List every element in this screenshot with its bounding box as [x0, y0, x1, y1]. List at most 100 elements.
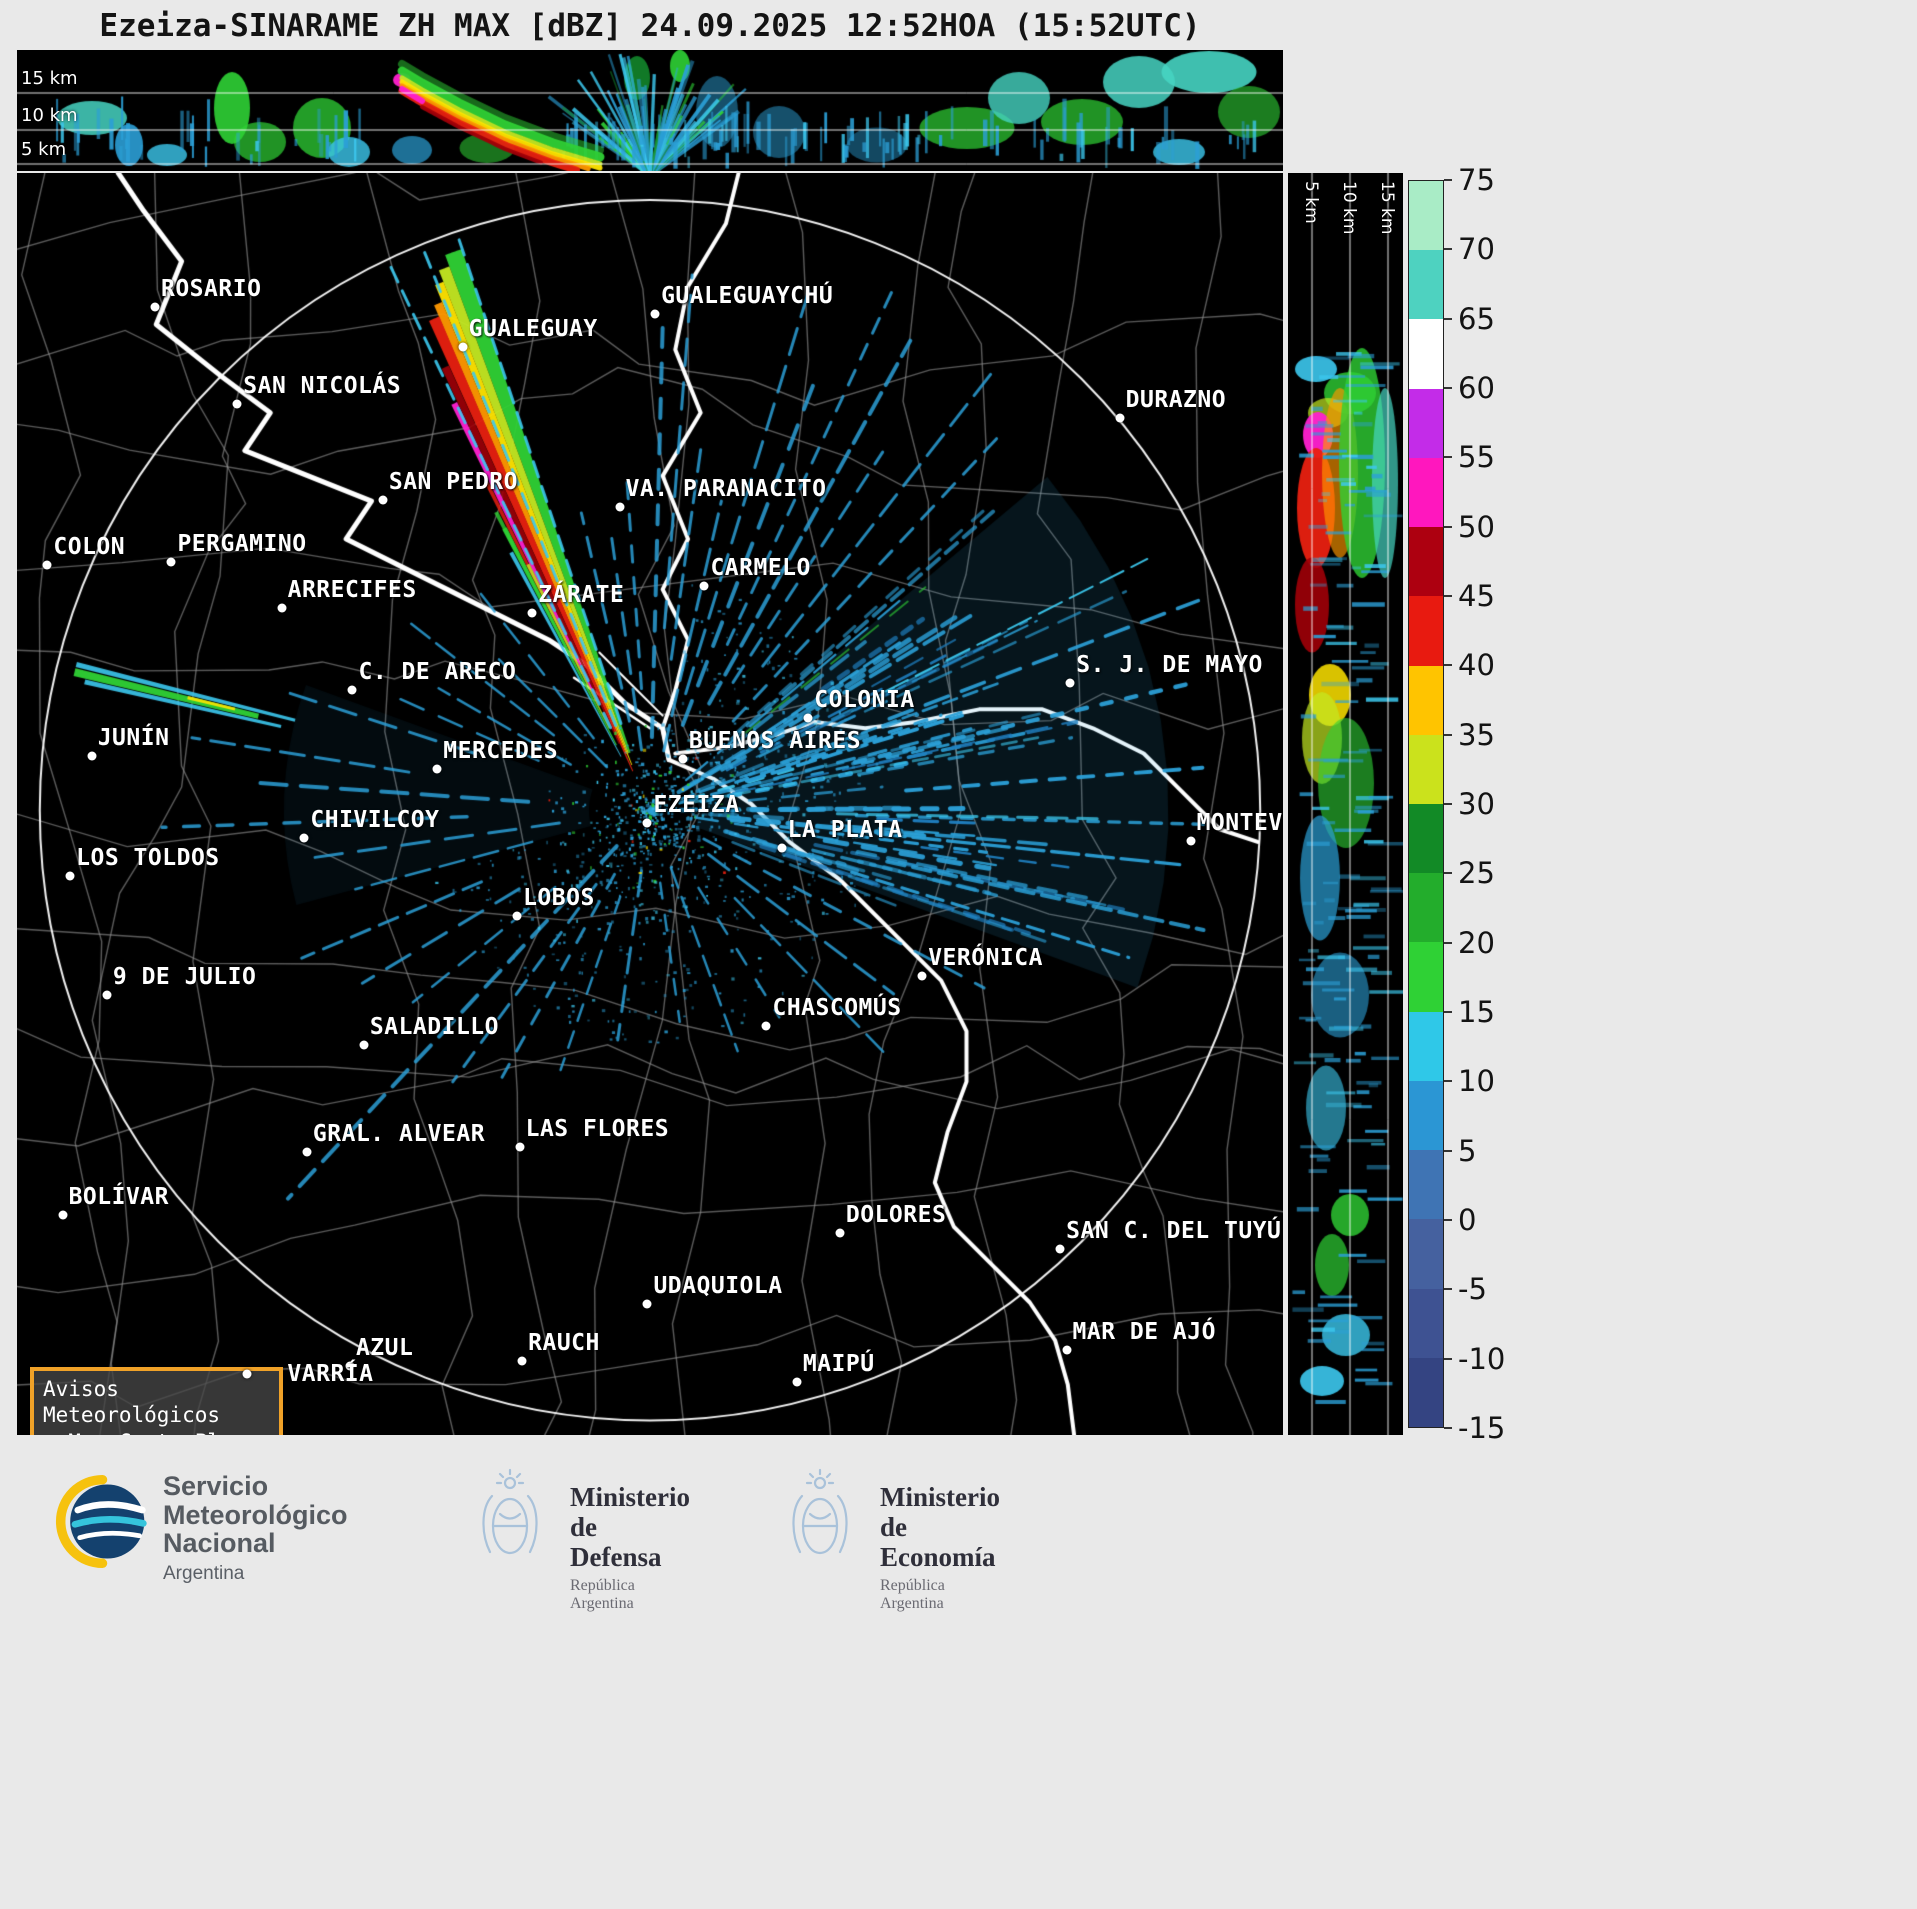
- city-dot: [777, 843, 787, 853]
- city-dot: [642, 1299, 652, 1309]
- colorbar-tickmark: [1444, 664, 1452, 667]
- city-dot: [150, 302, 160, 312]
- colorbar-tick-label: 45: [1458, 579, 1495, 613]
- city-label: MAR DE AJÓ: [1072, 1319, 1216, 1346]
- city-label: LOBOS: [523, 885, 595, 912]
- colorbar-tickmark: [1444, 456, 1452, 459]
- colorbar-segment: [1409, 873, 1443, 943]
- city-dot: [515, 1142, 525, 1152]
- city-label: JUNÍN: [97, 725, 170, 752]
- city-dot: [1062, 1345, 1071, 1355]
- city-label: COLON: [53, 534, 126, 561]
- colorbar-tickmark: [1444, 317, 1452, 320]
- colorbar-segment: [1409, 1011, 1443, 1081]
- colorbar-tickmark: [1444, 1080, 1452, 1083]
- city-label: GRAL. ALVEAR: [312, 1121, 486, 1148]
- city-label: SAN PEDRO: [388, 468, 518, 495]
- colorbar-tickmark: [1444, 248, 1452, 251]
- city-dot: [1055, 1244, 1065, 1254]
- city-dot: [87, 751, 97, 761]
- coat-of-arms-icon: [482, 1468, 538, 1555]
- page-title: Ezeiza-SINARAME ZH MAX [dBZ] 24.09.2025 …: [99, 8, 1201, 44]
- ministry-defensa-text: Ministerio de Defensa República Argentin…: [570, 1482, 690, 1613]
- colorbar: [1408, 180, 1444, 1428]
- city-label: PERGAMINO: [177, 530, 307, 557]
- city-label: GUALEGUAYCHÚ: [661, 283, 834, 310]
- altitude-label-15km: 15 km: [21, 68, 78, 89]
- ministry-name-line-2: de Economía: [880, 1512, 996, 1573]
- warning-line-1: Avisos Meteorológicos: [43, 1377, 221, 1428]
- colorbar-tick-label: 40: [1458, 648, 1495, 683]
- colorbar-segment: [1409, 942, 1443, 1012]
- city-dot: [432, 764, 442, 774]
- city-dot: [359, 1040, 369, 1050]
- city-label: VA. PARANACITO: [625, 476, 827, 503]
- city-label: ROSARIO: [160, 275, 262, 302]
- city-label: CHIVILCOY: [310, 807, 440, 834]
- city-label: DOLORES: [845, 1202, 947, 1229]
- city-dot: [761, 1021, 771, 1031]
- altitude-label-5km-vertical: 5 km: [1301, 181, 1321, 224]
- colorbar-segment: [1409, 596, 1443, 666]
- colorbar-segment: [1409, 250, 1443, 320]
- city-dot: [242, 1369, 252, 1379]
- colorbar-segment: [1409, 388, 1443, 458]
- colorbar-segment: [1409, 1150, 1443, 1220]
- city-label: SAN NICOLÁS: [243, 372, 402, 399]
- colorbar-tick-label: 55: [1458, 440, 1495, 475]
- city-label: MERCEDES: [443, 737, 559, 764]
- city-dot: [792, 1377, 802, 1387]
- city-label: S. J. DE MAYO: [1076, 651, 1263, 678]
- city-label: CARMELO: [710, 554, 811, 581]
- city-label: LAS FLORES: [525, 1116, 670, 1143]
- colorbar-tickmark: [1444, 525, 1452, 528]
- colorbar-tickmark: [1444, 1149, 1452, 1152]
- city-label: AZUL: [355, 1334, 414, 1361]
- colorbar-tickmark: [1444, 941, 1452, 944]
- city-label: 9 DE JULIO: [112, 963, 257, 990]
- colorbar-segment: [1409, 457, 1443, 528]
- city-dot: [232, 399, 242, 409]
- colorbar-segment: [1409, 1288, 1443, 1358]
- smn-line-2: Meteorológico: [163, 1499, 348, 1530]
- colorbar-tick-label: -5: [1458, 1272, 1487, 1307]
- city-dot: [678, 754, 688, 764]
- city-label: SAN C. DEL TUYÚ: [1066, 1218, 1282, 1245]
- colorbar-tick-label: -15: [1458, 1411, 1506, 1445]
- city-dot: [42, 560, 52, 570]
- colorbar-tick-label: 5: [1458, 1133, 1477, 1168]
- city-dot: [527, 608, 537, 618]
- city-label: C. DE ARECO: [358, 659, 517, 686]
- ministry-name-line-1: Ministerio: [880, 1482, 1000, 1512]
- colorbar-tick-label: 70: [1458, 232, 1495, 267]
- city-dot: [803, 713, 813, 723]
- ministry-subtitle: República Argentina: [570, 1576, 635, 1612]
- colorbar-tick-label: 25: [1458, 856, 1495, 891]
- city-label: BOLÍVAR: [68, 1184, 169, 1211]
- colorbar-tickmark: [1444, 1011, 1452, 1013]
- top-cross-section-panel: 15 km 10 km 5 km: [17, 50, 1283, 171]
- warning-line-2: a Muy Corto Plazo: [43, 1429, 270, 1436]
- city-dot: [102, 990, 112, 1000]
- ministry-name-line-2: de Defensa: [570, 1512, 662, 1573]
- city-dot: [917, 971, 927, 981]
- city-label: BUENOS AIRES: [688, 727, 862, 754]
- city-dot: [615, 502, 625, 512]
- colorbar-segment: [1409, 1219, 1443, 1289]
- city-dot: [299, 833, 309, 843]
- city-dot: [458, 342, 468, 352]
- city-label: LA PLATA: [787, 817, 903, 844]
- city-dot: [650, 309, 660, 319]
- city-dot: [65, 871, 75, 881]
- colorbar-tickmark: [1444, 179, 1452, 181]
- radar-map-panel: Avisos Meteorológicos a Muy Corto Plazo …: [17, 173, 1283, 1435]
- smn-wordmark: Servicio Meteorológico Nacional Argentin…: [163, 1472, 348, 1585]
- city-label: UDAQUIOLA: [653, 1272, 783, 1299]
- smn-line-3: Nacional: [163, 1528, 276, 1559]
- ministry-name-line-1: Ministerio: [570, 1482, 690, 1512]
- colorbar-tick-label: 65: [1458, 301, 1495, 336]
- altitude-label-10km-vertical: 10 km: [1339, 181, 1359, 235]
- city-dot: [345, 1361, 355, 1371]
- altitude-label-15km-vertical: 15 km: [1377, 181, 1397, 235]
